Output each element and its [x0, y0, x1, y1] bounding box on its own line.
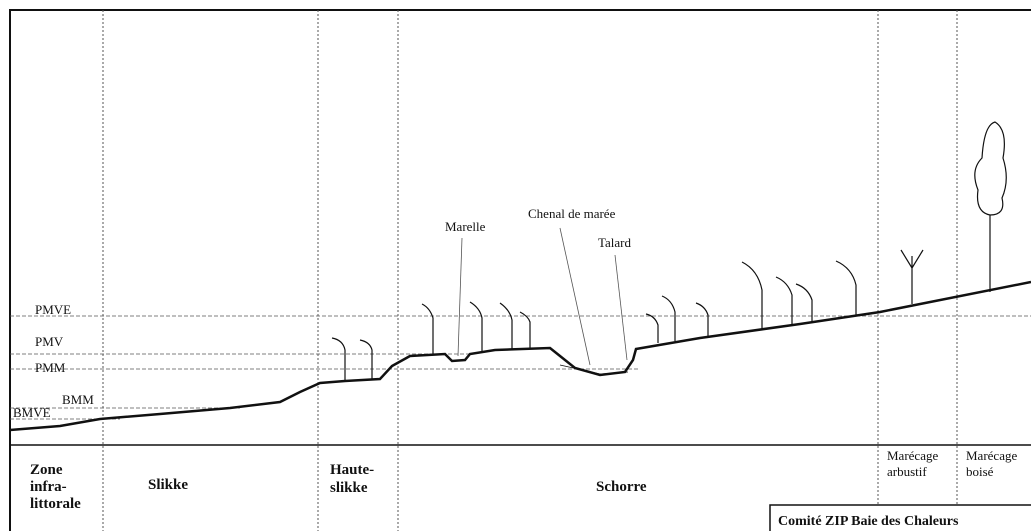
annotation: Marelle [445, 219, 486, 234]
zone-label: arbustif [887, 464, 927, 479]
zone-label: Zone [30, 462, 63, 478]
zone-dividers [103, 10, 957, 531]
zone-label: Haute- [330, 462, 374, 478]
level-label: BMM [62, 392, 94, 407]
zone-label: Marécage [887, 448, 938, 463]
zone-label: Schorre [596, 479, 647, 495]
zone-label: boisé [966, 464, 994, 479]
zone-label: infra- [30, 479, 67, 495]
level-label: PMV [35, 334, 64, 349]
zone-label: littorale [30, 496, 81, 512]
level-label: PMM [35, 360, 66, 375]
level-label: BMVE [13, 405, 51, 420]
zone-label: slikke [330, 480, 368, 496]
level-label: PMVE [35, 302, 71, 317]
annotation: Chenal de marée [528, 206, 616, 221]
diagram: PMVE PMV PMM BMM BMVE Marelle Chenal de … [0, 0, 1031, 531]
zone-label: Marécage [966, 448, 1017, 463]
zone-label: Slikke [148, 477, 188, 493]
annotation: Talard [598, 235, 632, 250]
credit: Comité ZIP Baie des Chaleurs [778, 514, 959, 529]
channel-water [560, 365, 628, 374]
plants [332, 122, 1006, 380]
